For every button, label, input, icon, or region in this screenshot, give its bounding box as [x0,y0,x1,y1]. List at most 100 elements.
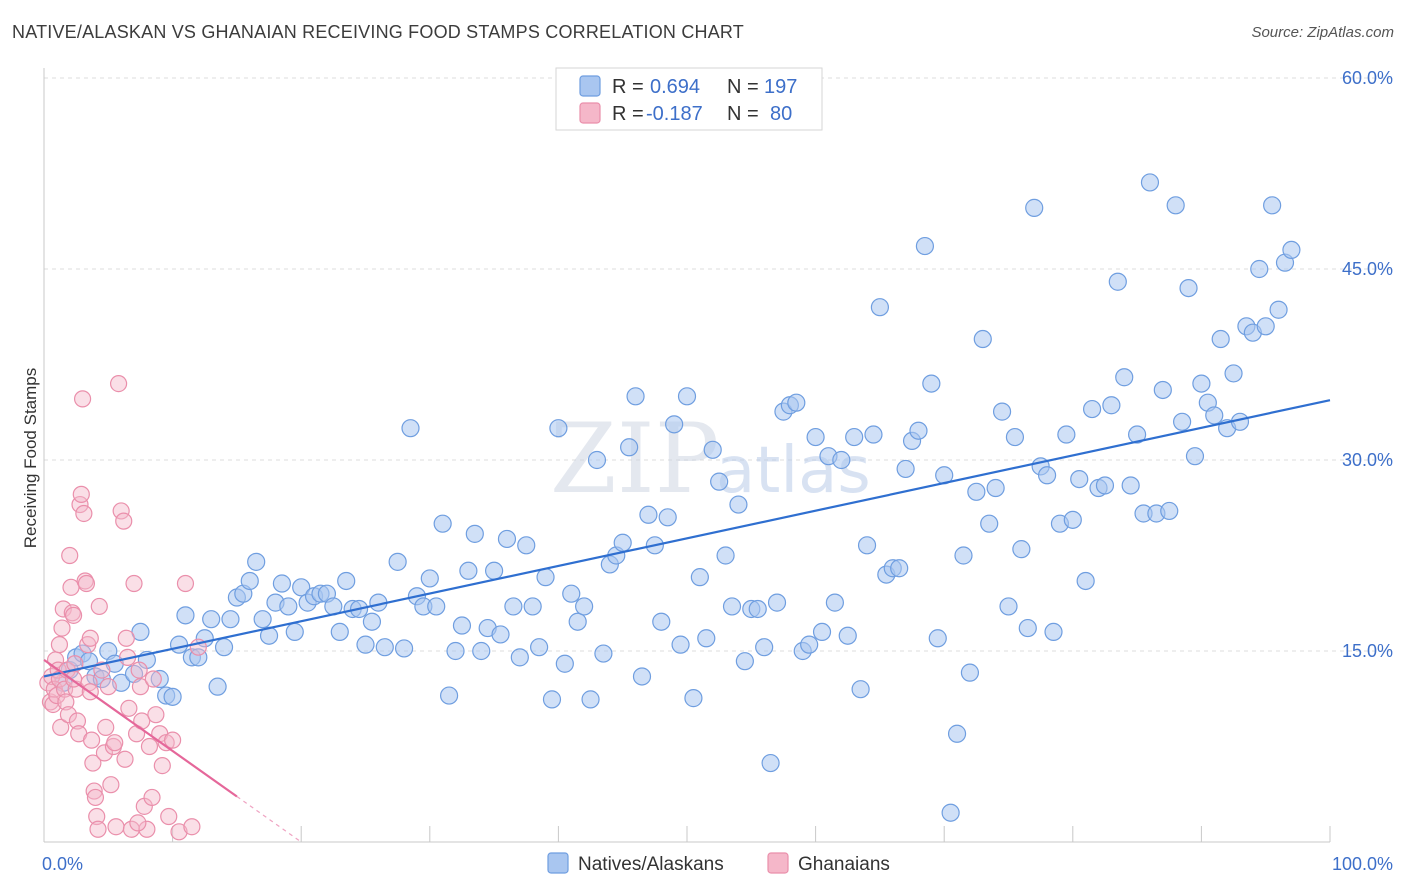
native-point [446,641,465,661]
ghanaian-point [75,504,93,523]
ghanaian-point [57,693,75,711]
watermark: ZIP atlas [550,403,871,515]
native-point [761,753,780,773]
ghanaian-trend-extension [236,795,302,843]
native-point [163,687,182,706]
native-point [1121,476,1140,495]
source-label: Source: ZipAtlas.com [1251,24,1394,41]
native-point [465,524,484,543]
y-tick-label: 60.0% [1342,68,1393,88]
ghanaian-point [153,756,171,775]
native-point [999,597,1018,616]
ghanaian-point [183,818,201,836]
native-point [542,690,562,709]
ghanaian-point [93,661,111,679]
native-point [620,438,639,457]
legend-ghanaians-label: Ghanaians [798,854,890,875]
native-point [427,597,446,616]
ghanaian-point [140,737,159,756]
native-point [1211,329,1230,349]
native-point [992,402,1012,421]
ghanaian-point [164,731,182,749]
ghanaian-point [176,574,195,593]
trend-lines [43,399,1331,843]
native-point [1082,399,1102,419]
ghanaian-point [66,655,84,673]
ghanaian-point [99,678,117,696]
native-point [150,669,169,689]
native-point [568,612,587,631]
native-point [980,514,999,533]
native-point [1263,196,1282,215]
native-point [1076,571,1095,591]
native-point [632,667,652,686]
native-point [285,622,304,642]
ghanaian-trend-line [43,659,238,798]
native-point [1179,279,1198,298]
ghanaian-point [72,485,90,503]
legend-swatch-ghanaians [767,852,789,874]
native-point [941,803,960,822]
data-points [39,173,1301,841]
native-point [485,561,504,580]
watermark-atlas: atlas [716,434,871,508]
ghanaian-point [68,712,87,730]
native-point [922,374,941,393]
native-point [967,482,986,501]
native-point [420,569,439,588]
native-point [960,663,980,682]
native-point [497,529,517,549]
native-point [169,635,189,654]
ghanaian-point [117,629,135,647]
native-point [1250,259,1269,279]
native-point [1018,618,1037,638]
native-point [838,626,857,645]
native-point [587,450,607,470]
native-point [272,574,292,593]
native-point [433,514,452,533]
y-axis-label: Receiving Food Stamps [21,368,40,548]
native-point [909,421,928,440]
legend-natives-label: Natives/Alaskans [578,854,724,875]
native-point [536,568,555,587]
native-point [1095,476,1115,495]
native-point [857,536,877,555]
native-point [1012,540,1031,559]
ghanaian-point [125,574,143,593]
native-point [337,571,356,591]
native-point [870,298,890,317]
native-point [555,654,574,673]
native-point [812,622,832,642]
correlation-legend: R = 0.694 N = 197 R = -0.187 N = 80 [555,67,823,131]
native-point [247,552,266,571]
legend-swatch-blue [579,75,601,97]
native-point [947,724,967,743]
native-point [722,597,742,616]
chart-title: NATIVE/ALASKAN VS GHANAIAN RECEIVING FOO… [12,22,744,42]
native-point [1044,622,1063,642]
native-point [677,387,697,406]
native-point [1102,396,1121,415]
ghanaian-point [112,502,130,520]
native-point [279,597,298,616]
native-point [1256,317,1275,336]
grid-lines [44,77,1392,652]
native-point [890,559,909,578]
ghanaian-point [109,375,128,393]
ghanaian-point [89,820,107,838]
x-tick-label: 100.0% [1332,854,1393,874]
native-point [665,415,684,434]
native-point [767,593,787,612]
native-point [388,552,407,571]
legend-n-label-2: N = [727,103,759,125]
ghanaian-point [85,782,103,800]
native-point [575,597,594,616]
ghanaian-point [95,744,114,762]
ghanaian-point [90,597,108,616]
native-point [394,639,414,658]
native-point [214,638,234,657]
native-point [928,629,947,648]
ghanaian-point [138,820,156,838]
native-point [1063,510,1082,529]
